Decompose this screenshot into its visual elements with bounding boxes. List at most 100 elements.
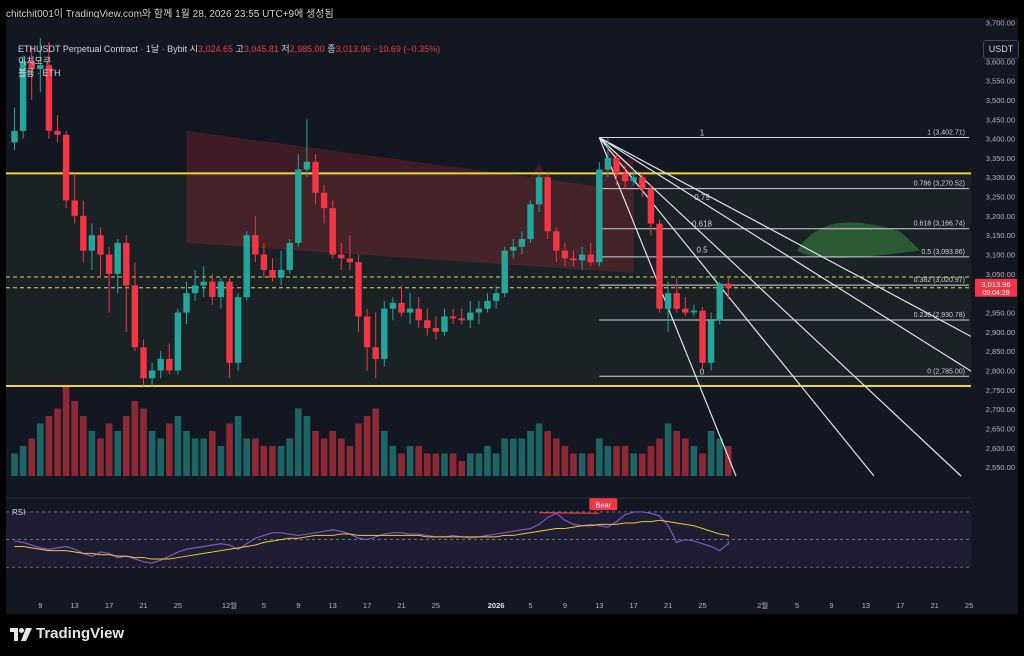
chart-canvas[interactable]: 1 (3,402.71) 0.786 (3,270.52) 0.618 (3,166…: [6, 18, 1018, 614]
candle-body: [105, 254, 113, 274]
candle-body: [656, 223, 663, 309]
volume-bar: [320, 438, 328, 476]
time-tick-label: 2026: [488, 601, 505, 610]
currency-unit-button[interactable]: USDT: [983, 40, 1019, 59]
volume-bar: [346, 446, 354, 476]
bear-divergence-label: Bear: [595, 500, 611, 509]
volume-bar: [174, 416, 182, 476]
candle-body: [54, 130, 61, 135]
volume-bar: [234, 416, 242, 476]
candle-body: [673, 293, 680, 309]
chart-area[interactable]: 1 (3,402.71) 0.786 (3,270.52) 0.618 (3,166…: [6, 18, 1019, 614]
price-tick-label: 2,900.00: [986, 328, 1015, 337]
volume-bar: [682, 438, 689, 476]
time-tick-label: 5: [795, 601, 799, 610]
fib-level-label: 0 (2,785.00): [927, 368, 965, 375]
fib-level-label: 0.236 (2,930.78): [914, 312, 965, 319]
candle-body: [372, 347, 379, 359]
candle-body: [131, 285, 139, 348]
candle-body: [424, 320, 431, 328]
volume-bar: [329, 431, 336, 476]
volume-bar: [527, 431, 534, 476]
candle-body: [716, 283, 723, 321]
candle-body: [475, 308, 483, 313]
volume-bar: [148, 431, 156, 476]
volume-bar: [37, 423, 44, 476]
candle-body: [355, 262, 362, 317]
symbol-name[interactable]: ETHUSDT Perpetual Contract · 1날 · Bybit: [18, 44, 188, 54]
volume-bar: [200, 438, 207, 476]
candle-body: [518, 239, 526, 247]
candle-body: [166, 358, 173, 371]
volume-bar: [45, 416, 53, 476]
volume-bar: [381, 431, 388, 476]
time-tick-label: 25: [432, 601, 440, 610]
fib-level-label: 0.5 (3,093.86): [921, 249, 965, 256]
fibonacci-layer: 1 (3,402.71) 0.786 (3,270.52) 0.618 (3,166…: [598, 129, 975, 477]
volume-bar: [363, 416, 371, 476]
volume-bar: [621, 446, 629, 476]
time-tick-label: 17: [105, 601, 113, 610]
candle-body: [587, 254, 594, 263]
price-tick-label: 2,700.00: [986, 405, 1015, 414]
candle-body: [432, 327, 440, 332]
volume-bar: [639, 453, 646, 476]
legend-indicator-ichimoku[interactable]: 이치모쿠: [18, 56, 52, 66]
price-tick-label: 2,800.00: [986, 366, 1015, 375]
volume-bar: [725, 446, 732, 476]
fib-level-label: 1 (3,402.71): [927, 130, 965, 137]
legend-indicator-volume[interactable]: 볼륨 · ETH: [18, 68, 61, 78]
rsi-line: [14, 511, 729, 564]
range-zone: [6, 173, 971, 386]
current-price-tag: [975, 278, 1017, 297]
candle-body: [381, 308, 388, 359]
candle-body: [19, 61, 27, 131]
price-tick-label: 2,950.00: [986, 309, 1015, 318]
candle-body: [286, 242, 293, 270]
volume-layer: [11, 386, 732, 476]
volume-bar: [501, 438, 508, 476]
time-tick-label: 13: [595, 601, 603, 610]
candle-body: [389, 302, 397, 309]
volume-bar: [303, 416, 311, 476]
legend-symbol-row: ETHUSDT Perpetual Contract · 1날 · Bybit …: [18, 43, 440, 55]
time-tick-label: 21: [664, 601, 672, 610]
low-value: 2,985.00: [289, 44, 325, 54]
time-tick-label: 25: [174, 601, 182, 610]
candle-body: [62, 134, 70, 201]
high-value: 3,045.81: [243, 44, 279, 54]
fib-fan-label: 1: [700, 129, 705, 138]
volume-bar: [630, 453, 637, 476]
candle-body: [269, 269, 276, 278]
low-label: 저: [281, 44, 290, 54]
candle-body: [492, 293, 500, 301]
candle-body: [217, 281, 225, 298]
volume-bar: [260, 446, 268, 476]
volume-bar: [441, 453, 448, 476]
volume-bar: [690, 446, 698, 476]
candle-body: [441, 316, 448, 332]
volume-bar: [62, 386, 70, 476]
candle-body: [303, 161, 311, 170]
volume-bar: [535, 423, 543, 476]
time-tick-label: 9: [829, 601, 833, 610]
candle-body: [467, 312, 474, 321]
rsi-pane: RSI20.0040.0060.00Bear: [6, 497, 1018, 586]
candle-body: [209, 281, 216, 298]
volume-bar: [114, 431, 121, 476]
volume-bar: [277, 446, 285, 476]
price-tick-label: 3,100.00: [986, 251, 1015, 260]
candle-body: [346, 258, 354, 263]
volume-bar: [88, 431, 96, 476]
price-tick-label: 2,600.00: [986, 444, 1015, 453]
fib-fan-line: [598, 137, 975, 374]
candle-body: [484, 300, 491, 309]
fib-fan-label: 0.5: [696, 246, 708, 255]
time-tick-label: 13: [71, 601, 79, 610]
candle-body: [699, 310, 706, 363]
volume-bar: [570, 453, 577, 476]
candle-body: [200, 281, 207, 286]
candle-body: [415, 308, 422, 321]
candle-body: [234, 297, 242, 363]
